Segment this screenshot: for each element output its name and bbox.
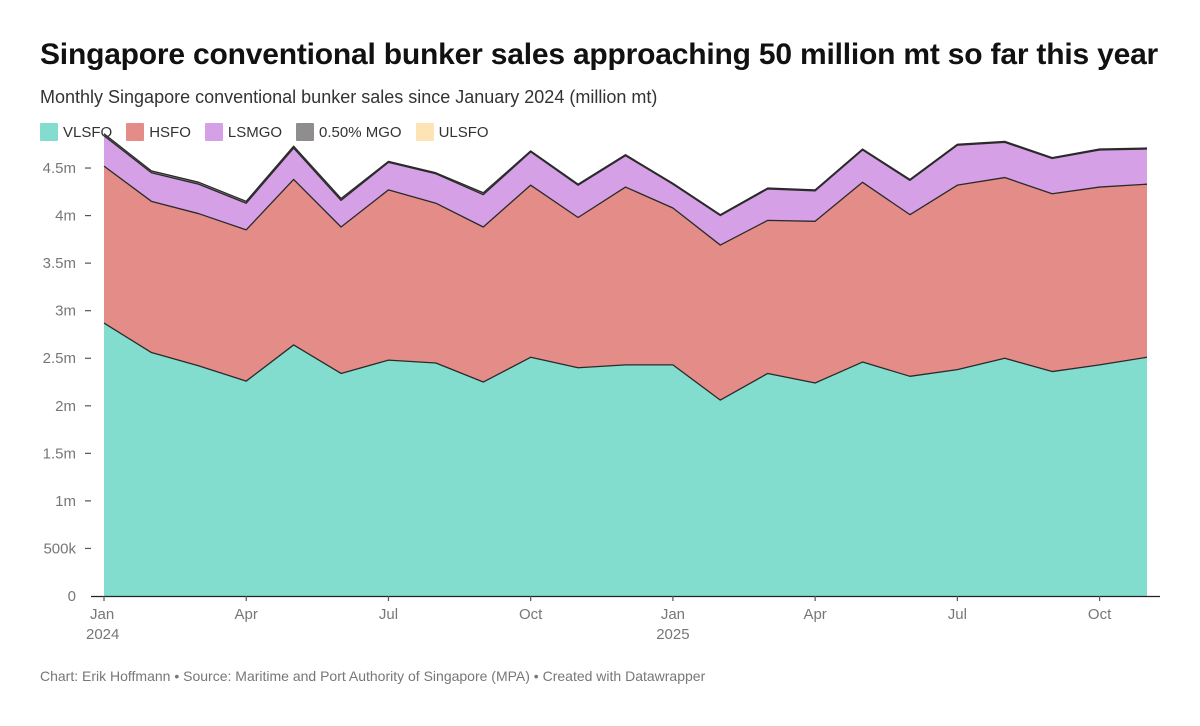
legend-label: ULSFO xyxy=(438,123,489,141)
x-tick-label: Jan xyxy=(661,606,685,623)
area-series-vlsfo xyxy=(104,323,1147,596)
chart-subtitle: Monthly Singapore conventional bunker sa… xyxy=(40,87,658,107)
area-series-lsmgo xyxy=(104,135,1147,246)
legend-swatch xyxy=(126,123,145,141)
legend-item-lsmgo: LSMGO xyxy=(204,123,283,141)
legend-swatch xyxy=(40,123,58,141)
y-tick-label: 2m xyxy=(55,398,76,415)
x-tick-label: Jul xyxy=(379,606,398,623)
y-tick-label: 0 xyxy=(68,588,76,605)
y-tick-label: 500k xyxy=(43,540,76,557)
legend-label: HSFO xyxy=(149,123,191,141)
y-tick-label: 4.5m xyxy=(43,160,76,177)
legend-item-vlsfo: VLSFO xyxy=(40,123,112,141)
legend-label: VLSFO xyxy=(63,123,113,141)
series-line-0-50-mgo xyxy=(103,133,1148,216)
area-series-hsfo xyxy=(104,166,1147,401)
x-tick-year-label: 2024 xyxy=(86,626,119,643)
chart-title: Singapore conventional bunker sales appr… xyxy=(40,38,1159,71)
x-tick-label: Oct xyxy=(519,606,543,623)
legend-label: 0.50% MGO xyxy=(319,123,402,141)
series-line-hsfo xyxy=(103,165,1148,246)
legend-item-hsfo: HSFO xyxy=(126,123,191,141)
legend-label: LSMGO xyxy=(227,123,283,141)
legend-item-ulsfo: ULSFO xyxy=(415,123,489,141)
y-tick-label: 1m xyxy=(55,493,76,510)
x-tick-label: Jul xyxy=(948,606,967,623)
chart-footer: Chart: Erik Hoffmann • Source: Maritime … xyxy=(40,668,706,684)
legend-swatch xyxy=(296,123,315,141)
y-tick-label: 1.5m xyxy=(43,445,76,462)
series-line-vlsfo xyxy=(103,322,1148,401)
y-tick-label: 2.5m xyxy=(43,350,76,367)
chart-legend: VLSFO HSFO LSMGO 0.50% MGO ULSFO xyxy=(40,123,503,141)
x-tick-label: Jan xyxy=(90,606,114,623)
y-tick-label: 3m xyxy=(55,303,76,320)
series-line-lsmgo xyxy=(103,135,1148,217)
y-tick-label: 4m xyxy=(55,208,76,225)
x-tick-year-label: 2025 xyxy=(656,626,689,643)
x-tick-label: Oct xyxy=(1088,606,1112,623)
x-tick-label: Apr xyxy=(803,606,826,623)
x-tick-label: Apr xyxy=(235,606,258,623)
legend-swatch xyxy=(204,123,223,141)
legend-swatch xyxy=(415,123,434,141)
y-tick-label: 3.5m xyxy=(43,255,76,272)
area-layers xyxy=(104,133,1147,596)
legend-item-0-50-mgo: 0.50% MGO xyxy=(296,123,402,141)
